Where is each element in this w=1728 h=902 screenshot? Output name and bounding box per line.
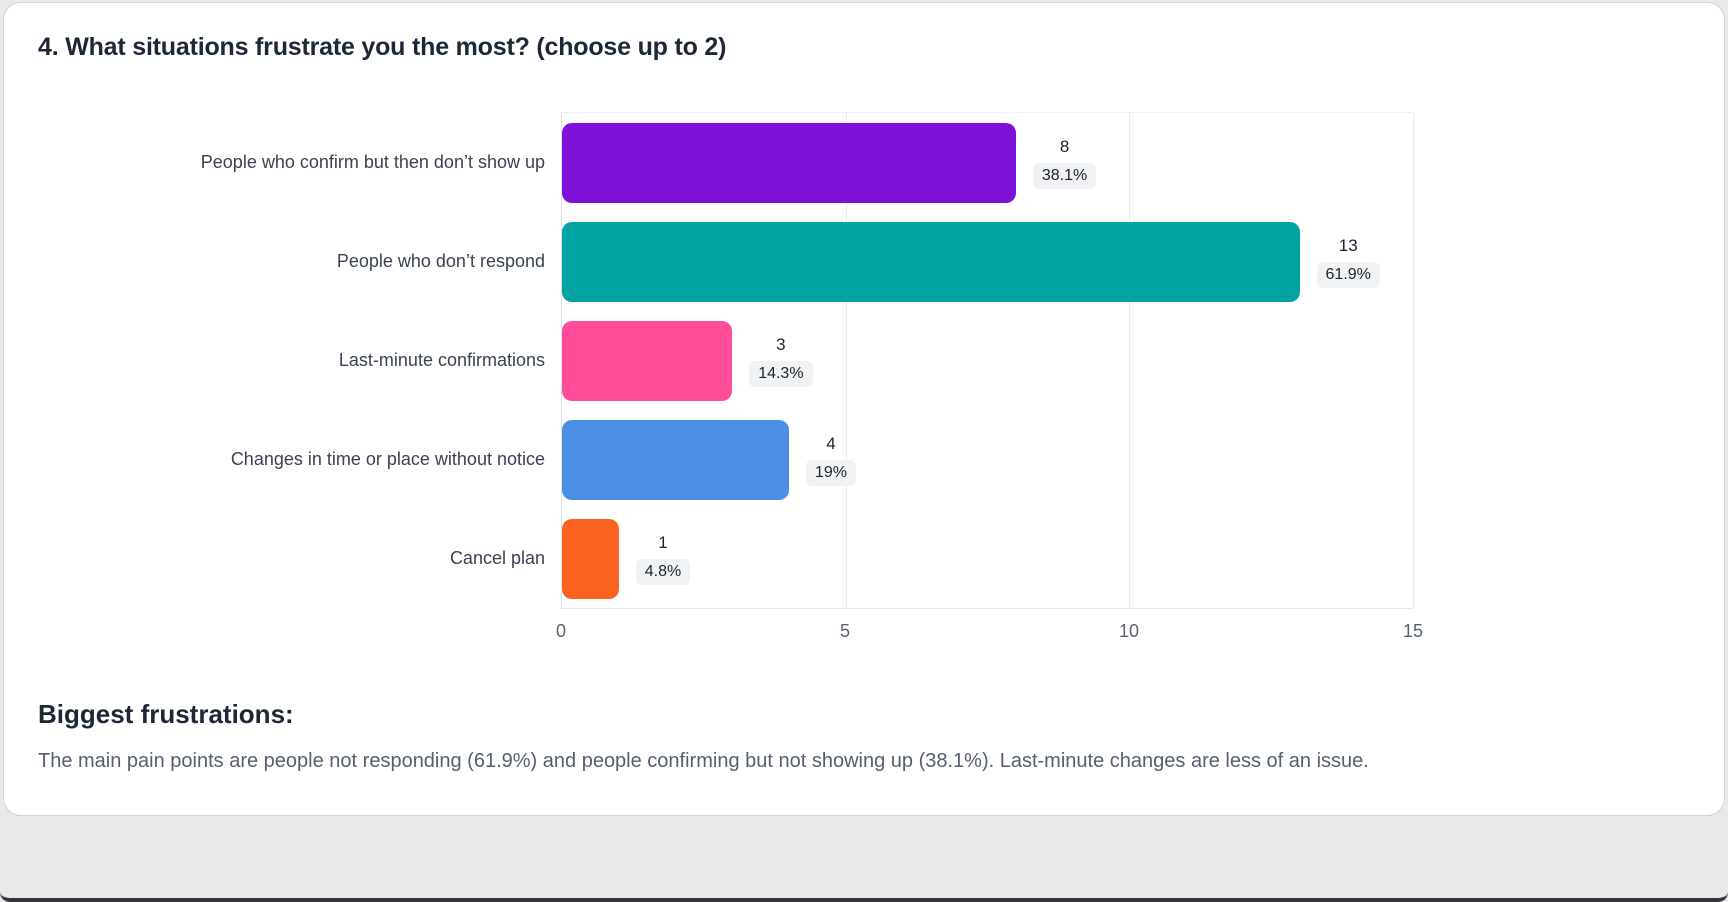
value-label: 3 14.3% xyxy=(749,334,813,387)
percent-badge: 38.1% xyxy=(1032,162,1097,189)
gridline xyxy=(845,113,847,608)
axis-spacer xyxy=(38,609,561,655)
x-axis: 0 5 10 15 xyxy=(556,609,1423,655)
percent-badge: 19% xyxy=(805,459,856,486)
value-label: 8 38.1% xyxy=(1032,136,1097,189)
x-tick-label: 5 xyxy=(839,621,850,641)
value-label: 13 61.9% xyxy=(1316,235,1380,288)
chart-row: 1 4.8% xyxy=(562,509,1413,608)
gridline xyxy=(1413,113,1414,608)
value-label: 4 19% xyxy=(805,433,856,486)
percent-badge: 4.8% xyxy=(635,558,691,585)
percent-badge: 61.9% xyxy=(1316,261,1380,288)
value-count: 8 xyxy=(1059,136,1070,156)
value-count: 3 xyxy=(776,334,786,354)
category-label: People who don’t respond xyxy=(336,251,545,271)
category-label: People who confirm but then don’t show u… xyxy=(200,152,545,172)
x-tick-label: 10 xyxy=(1118,621,1139,641)
bar xyxy=(562,320,733,401)
bar-chart: People who confirm but then don’t show u… xyxy=(38,112,1690,655)
window-bottom-edge xyxy=(0,892,1728,902)
plot-area: 8 38.1% 13 61.9% 3 14.3% 4 19% 1 4.8% xyxy=(561,112,1414,609)
bar xyxy=(562,419,789,500)
bar xyxy=(562,221,1300,302)
x-tick-label: 0 xyxy=(555,621,567,641)
chart-row: 3 14.3% xyxy=(562,311,1413,410)
bar xyxy=(562,122,1016,203)
question-title: 4. What situations frustrate you the mos… xyxy=(38,33,727,61)
summary-text: The main pain points are people not resp… xyxy=(38,750,1369,772)
x-tick-label: 15 xyxy=(1402,621,1424,641)
value-count: 4 xyxy=(826,433,836,453)
chart-row: 4 19% xyxy=(562,410,1413,509)
chart-row: 13 61.9% xyxy=(562,212,1413,311)
value-label: 1 4.8% xyxy=(635,532,691,585)
percent-badge: 14.3% xyxy=(749,360,813,387)
summary-heading: Biggest frustrations: xyxy=(38,699,294,729)
category-label: Changes in time or place without notice xyxy=(230,449,545,469)
bar-rows: 8 38.1% 13 61.9% 3 14.3% 4 19% 1 4.8% xyxy=(562,113,1413,608)
category-labels-column: People who confirm but then don’t show u… xyxy=(38,112,561,609)
report-card: 4. What situations frustrate you the mos… xyxy=(3,2,1725,816)
value-count: 13 xyxy=(1338,235,1358,255)
bar xyxy=(562,518,619,599)
value-count: 1 xyxy=(658,532,668,552)
category-label: Last-minute confirmations xyxy=(338,350,545,370)
chart-row: 8 38.1% xyxy=(562,113,1413,212)
gridline xyxy=(1129,113,1131,608)
category-label: Cancel plan xyxy=(449,548,545,568)
